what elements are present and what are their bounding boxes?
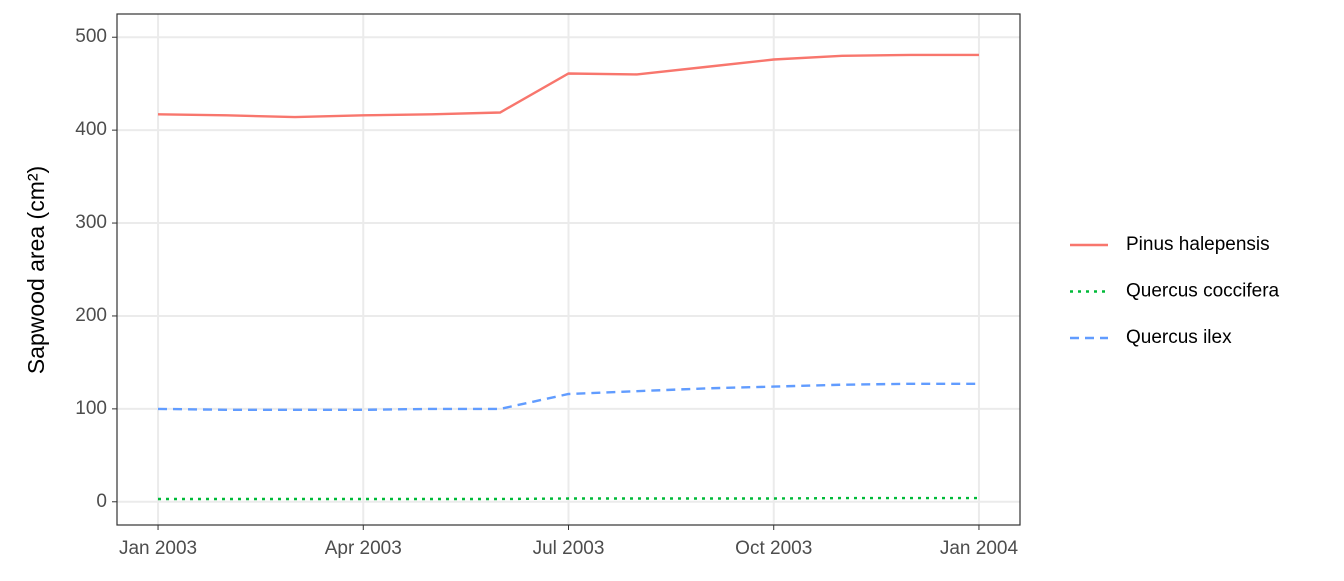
series-line [157,382,979,411]
x-tick-label: Jul 2003 [533,538,605,559]
y-tick-label: 0 [96,491,107,512]
legend-label: Quercus coccifera [1126,281,1280,302]
legend-label: Pinus halepensis [1126,234,1270,255]
x-tick-label: Jan 2004 [940,538,1019,559]
x-tick-label: Oct 2003 [735,538,812,559]
y-tick-label: 100 [75,398,107,419]
y-tick-label: 500 [75,26,107,47]
legend-label: Quercus ilex [1126,327,1232,348]
series-line [157,53,979,119]
panel-border [116,13,1021,526]
x-tick-label: Jan 2003 [119,538,197,559]
y-tick-label: 400 [75,119,107,140]
y-axis-label: Sapwood area (cm²) [23,166,49,374]
y-tick-label: 200 [75,305,107,326]
series-line [158,496,979,501]
x-tick-label: Apr 2003 [325,538,402,559]
y-tick-label: 300 [75,212,107,233]
